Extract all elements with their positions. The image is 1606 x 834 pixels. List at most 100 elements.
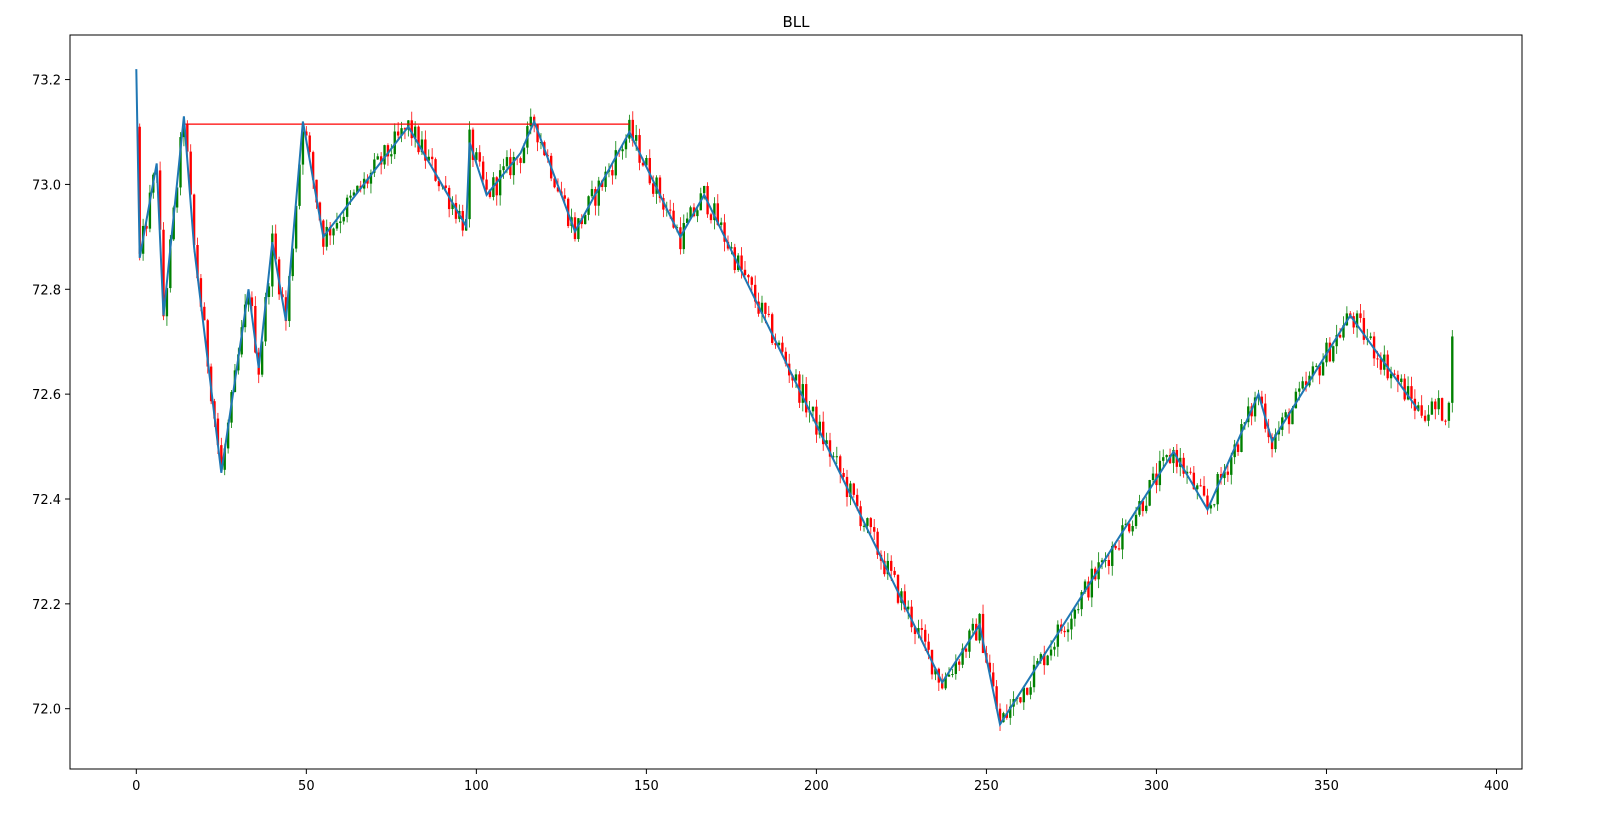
candle-body xyxy=(342,216,345,222)
x-tick-label: 200 xyxy=(804,779,829,794)
candle-body xyxy=(250,297,254,306)
candle-body xyxy=(145,225,148,229)
candle-body xyxy=(1294,391,1298,409)
candle-body xyxy=(924,629,927,642)
candle-body xyxy=(553,178,556,188)
candle-body xyxy=(866,518,869,526)
candle-body xyxy=(835,456,838,458)
candle-body xyxy=(862,525,866,527)
candle-body xyxy=(689,207,692,219)
axes-layer: 0 50 100 150 200 250 300 350 400 72.0 72.2 72.4 72.6… xyxy=(32,34,1523,794)
candle-body xyxy=(332,228,335,236)
candle-body xyxy=(794,374,798,381)
candle-body xyxy=(1216,474,1219,505)
candle-body xyxy=(1233,444,1236,458)
candle-body xyxy=(434,159,437,181)
candle-body xyxy=(801,384,804,403)
candle-body xyxy=(1148,480,1151,506)
candle-body xyxy=(305,131,308,136)
candle-body xyxy=(873,527,876,532)
candle-body xyxy=(1447,402,1451,421)
candle-body xyxy=(641,162,645,166)
candle-body xyxy=(427,156,430,161)
candle-body xyxy=(1029,687,1032,695)
candle-body xyxy=(805,384,808,413)
candle-body xyxy=(961,648,964,665)
candle-body xyxy=(192,194,196,245)
candle-body xyxy=(1298,388,1301,392)
candle-body xyxy=(1410,386,1413,399)
candle-body xyxy=(947,674,951,677)
x-tick-label: 0 xyxy=(132,779,140,794)
candle-body xyxy=(839,456,842,473)
candle-body xyxy=(339,221,342,224)
candle-body xyxy=(709,214,713,221)
candle-body xyxy=(832,456,835,458)
candle-body xyxy=(1209,505,1213,509)
x-tick-label: 150 xyxy=(634,779,659,794)
candle-body xyxy=(254,305,257,353)
candle-body xyxy=(1022,687,1026,703)
candle-body xyxy=(1182,457,1185,474)
candle-body xyxy=(478,152,481,162)
candle-body xyxy=(764,302,767,314)
candle-body xyxy=(723,222,726,242)
candle-body xyxy=(1335,334,1338,347)
candle-body xyxy=(784,351,787,364)
candle-body xyxy=(386,145,390,157)
candle-body xyxy=(169,239,172,289)
candle-body xyxy=(315,179,318,203)
x-tick-label: 400 xyxy=(1484,779,1509,794)
candle-body xyxy=(451,202,454,210)
candle-body xyxy=(910,606,913,628)
candle-body xyxy=(366,178,369,184)
candle-body xyxy=(981,613,985,653)
candle-body xyxy=(1151,473,1155,481)
candle-body xyxy=(1199,485,1202,487)
candle-body xyxy=(774,342,777,346)
candle-body xyxy=(1379,358,1383,370)
x-tick-label: 350 xyxy=(1314,779,1339,794)
candle-body xyxy=(696,210,699,217)
candle-body xyxy=(590,189,594,197)
candle-body xyxy=(1196,485,1199,490)
candle-body xyxy=(760,302,764,314)
candle-body xyxy=(1070,618,1073,630)
candle-body xyxy=(1406,386,1410,400)
candle-body xyxy=(988,662,992,673)
candle-body xyxy=(958,661,961,665)
candle-body xyxy=(563,195,566,199)
candle-body xyxy=(634,135,638,141)
candle-body xyxy=(1063,630,1066,633)
candle-body xyxy=(611,170,614,176)
candle-body xyxy=(614,150,617,176)
candle-body xyxy=(138,126,141,254)
candle-body xyxy=(410,120,413,139)
candle-body xyxy=(951,674,954,676)
candle-body xyxy=(883,560,886,575)
candle-body xyxy=(913,627,917,635)
candle-body xyxy=(954,661,958,675)
candle-body xyxy=(352,192,356,196)
candle-body xyxy=(1219,474,1223,479)
candle-body xyxy=(750,277,753,285)
candle-body xyxy=(1301,381,1304,389)
candle-body xyxy=(1437,398,1440,410)
candle-body xyxy=(815,406,818,435)
candle-body xyxy=(318,202,322,221)
chart-title: BLL xyxy=(782,13,810,31)
lines-layer xyxy=(135,69,1420,728)
y-tick-label: 72.8 xyxy=(32,283,61,298)
candle-body xyxy=(1318,365,1321,376)
candle-body xyxy=(992,672,995,687)
candle-body xyxy=(196,244,199,279)
x-tick-label: 300 xyxy=(1144,779,1169,794)
candle-body xyxy=(594,189,597,206)
candle-body xyxy=(485,179,488,190)
candle-body xyxy=(852,483,855,495)
candle-body xyxy=(730,247,733,249)
candle-body xyxy=(583,214,587,225)
candle-body xyxy=(1362,318,1366,340)
candle-body xyxy=(896,574,900,603)
candle-body xyxy=(1134,514,1138,527)
